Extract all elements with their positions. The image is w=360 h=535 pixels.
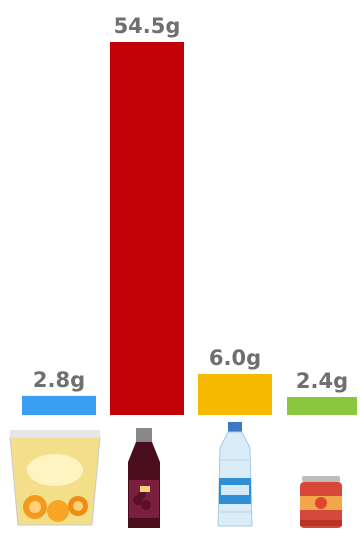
bar-soda-can — [287, 397, 357, 415]
value-labels: 2.8g 54.5g 6.0g 2.4g — [33, 14, 348, 393]
bar-juice-cup — [22, 395, 96, 415]
soda-can-icon — [300, 476, 342, 528]
bar-water-bottle — [198, 373, 272, 415]
water-bottle-icon — [217, 422, 253, 527]
value-label-grape-juice-bottle: 54.5g — [114, 14, 181, 38]
value-label-soda-can: 2.4g — [296, 369, 348, 393]
value-label-juice-cup: 2.8g — [33, 368, 85, 392]
bar-grape-juice-bottle — [110, 42, 184, 415]
grape-juice-bottle-icon — [128, 428, 160, 528]
orange-juice-cup-icon — [9, 430, 101, 526]
value-label-water-bottle: 6.0g — [209, 346, 261, 370]
bars — [22, 42, 357, 415]
